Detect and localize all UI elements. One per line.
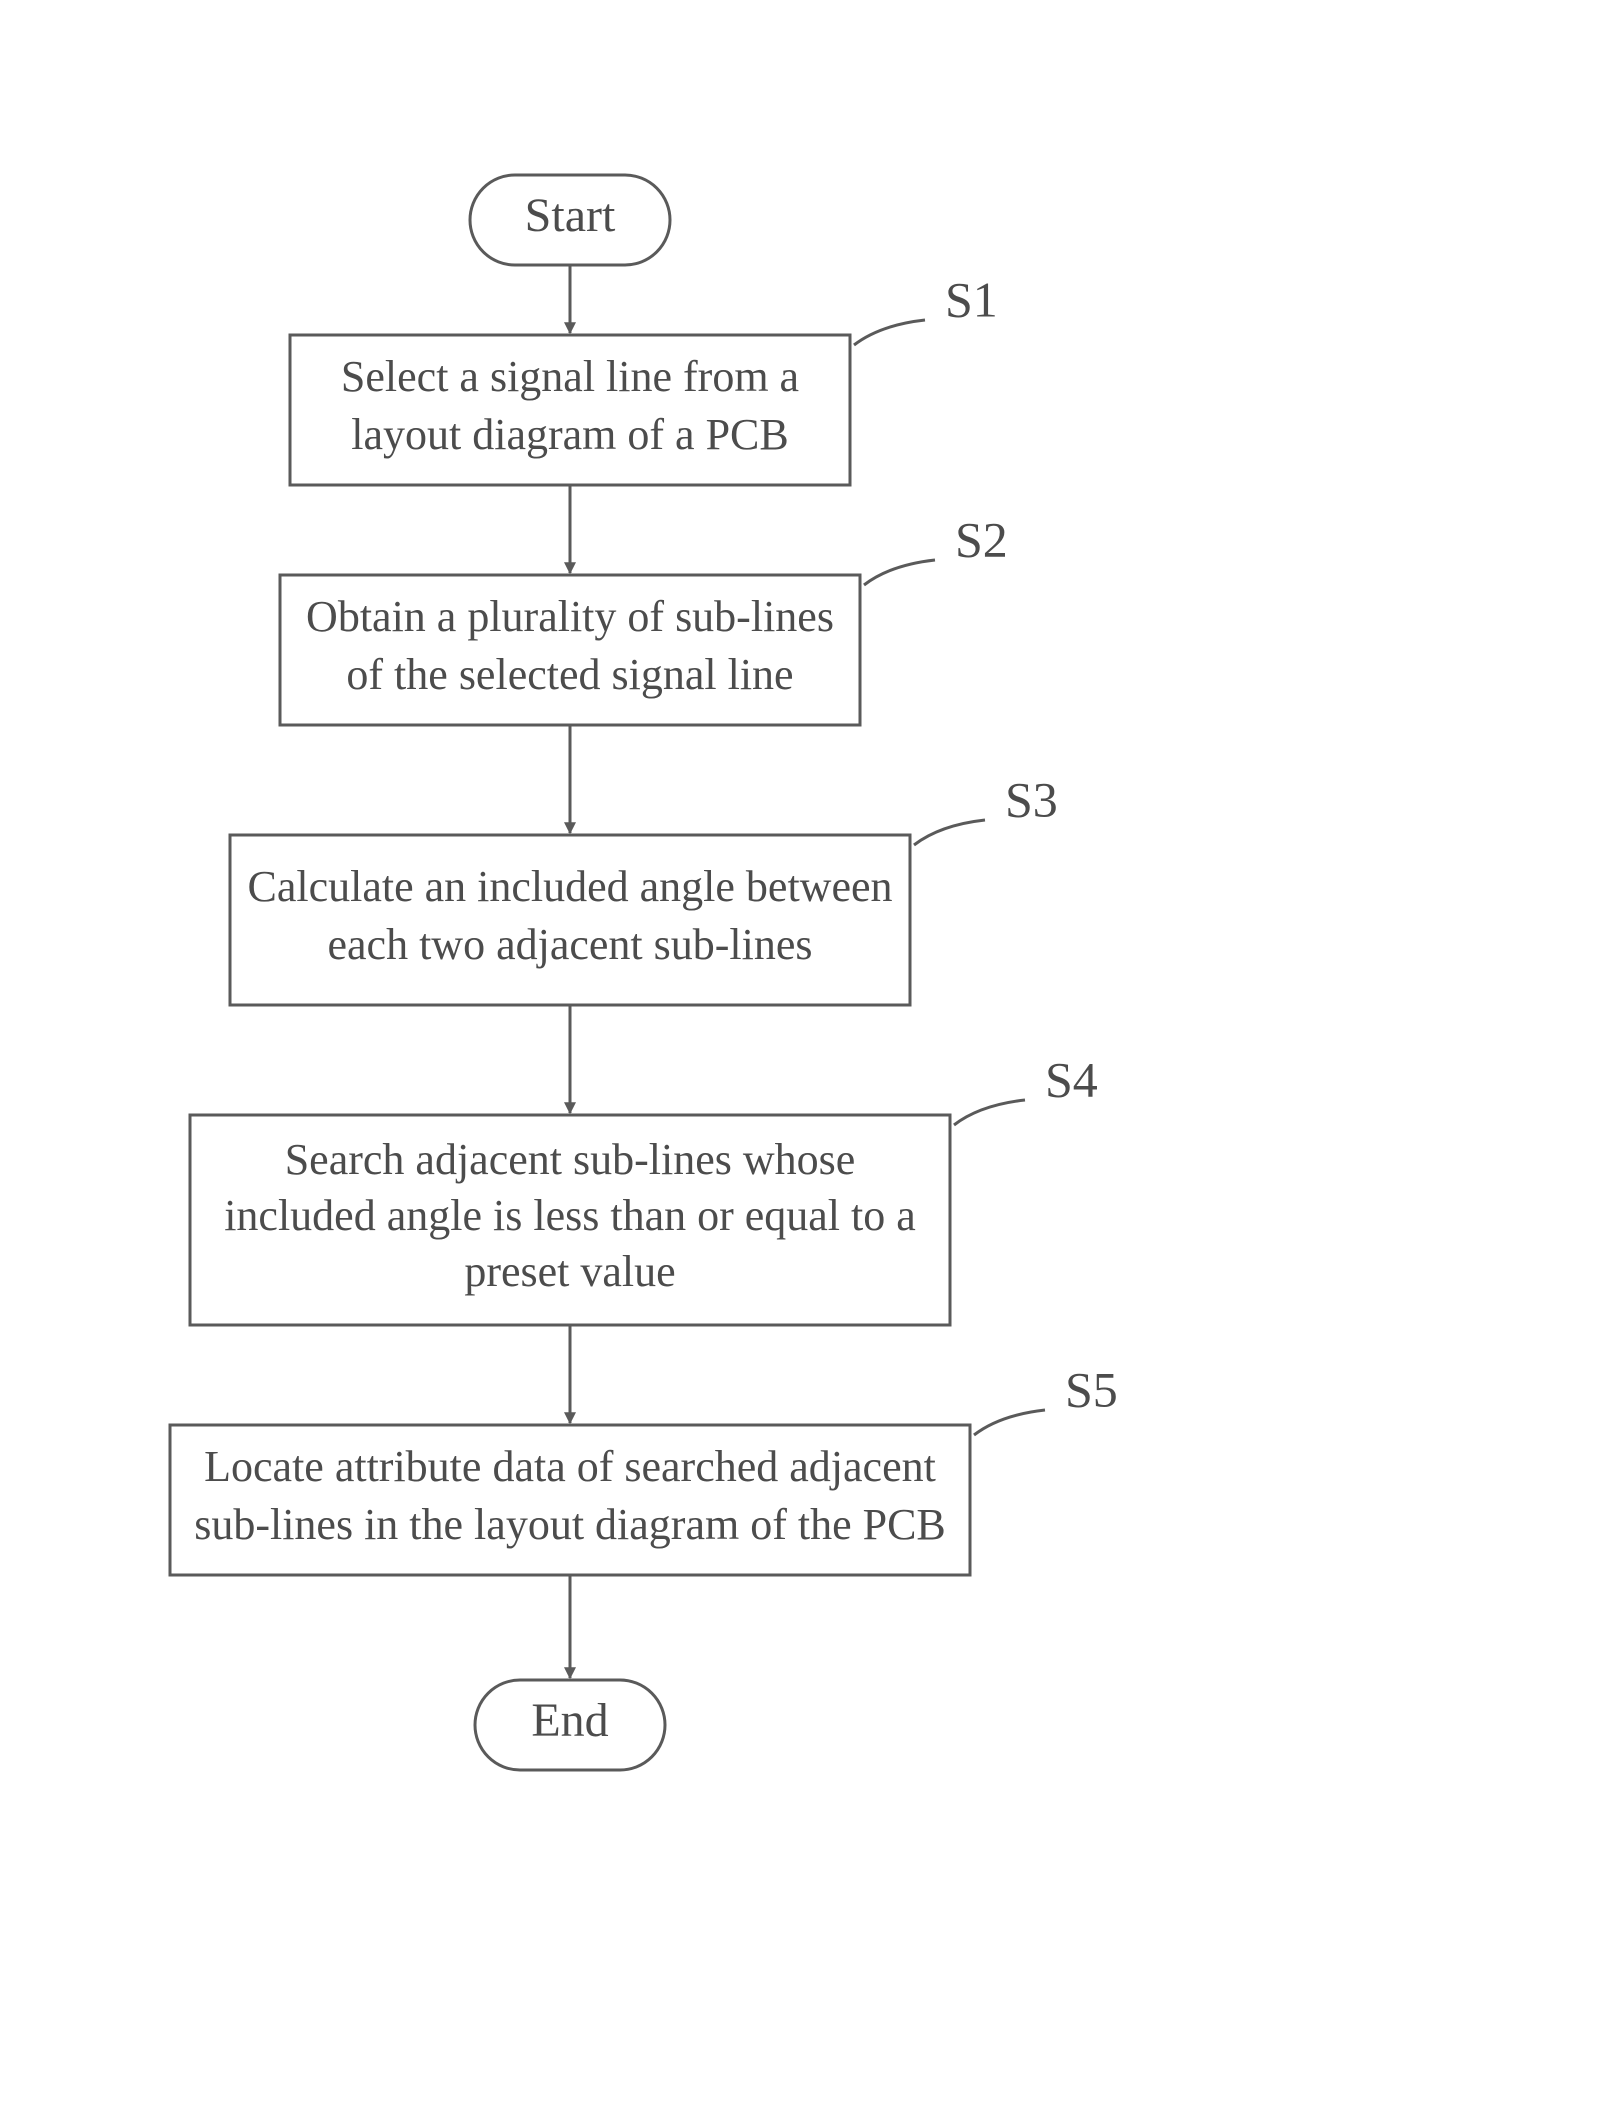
label-s1-callout [854,320,925,345]
node-s3-text-line-0: Calculate an included angle between [247,862,892,911]
node-s4: Search adjacent sub-lines whose included … [190,1051,1098,1325]
label-s2-callout [864,560,935,585]
node-s2: Obtain a plurality of sub-lines of the se… [280,511,1008,725]
node-start: Start [470,175,670,265]
node-s4-text-line-0: Search adjacent sub-lines whose [285,1135,856,1184]
label-s4-callout [954,1100,1025,1125]
node-s3-text-line-1: each two adjacent sub-lines [327,920,812,969]
node-s4-text-line-1: included angle is less than or equal to … [224,1191,916,1240]
label-s3-callout [914,820,985,845]
node-s5-text-line-1: sub-lines in the layout diagram of the P… [194,1500,946,1549]
node-start-text-line-0: Start [525,189,616,242]
node-s3: Calculate an included angle between each … [230,771,1058,1005]
flowchart: Start Select a signal line from a layout d… [0,0,1602,2102]
label-s1: S1 [945,271,998,327]
label-s5-callout [974,1410,1045,1435]
node-s5-text-line-0: Locate attribute data of searched adjace… [204,1442,936,1491]
label-s4: S4 [1045,1051,1098,1107]
label-s2: S2 [955,511,1008,567]
node-s1-text-line-0: Select a signal line from a [341,352,799,401]
node-s5: Locate attribute data of searched adjace… [170,1361,1118,1575]
node-s2-text-line-0: Obtain a plurality of sub-lines [306,592,834,641]
node-end-text-line-0: End [531,1694,608,1747]
node-s2-text-line-1: of the selected signal line [346,650,793,699]
node-s1-text-line-1: layout diagram of a PCB [351,410,789,459]
node-s4-text-line-2: preset value [464,1247,675,1296]
node-end: End [475,1680,665,1770]
label-s5: S5 [1065,1361,1118,1417]
label-s3: S3 [1005,771,1058,827]
node-s1: Select a signal line from a layout diagra… [290,271,998,485]
